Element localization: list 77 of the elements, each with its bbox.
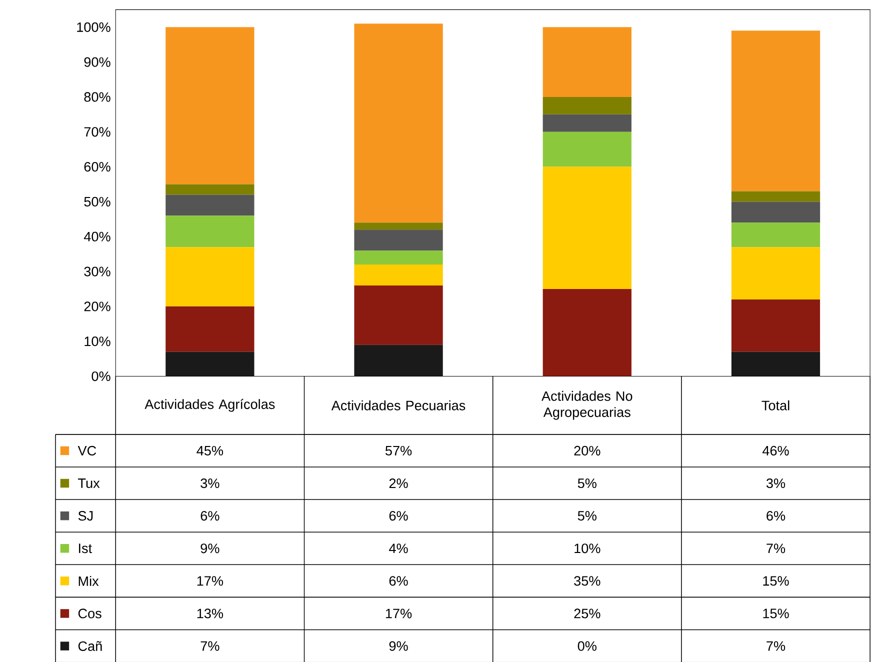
data-label: 7% (200, 641, 220, 651)
data-label: 15% (763, 576, 789, 586)
data-label: 9% (389, 641, 408, 651)
data-label: 25% (574, 608, 600, 618)
y-tick-label: 60% (84, 162, 110, 172)
bar (166, 194, 254, 216)
bar (731, 191, 820, 202)
y-tick-label: 90% (84, 57, 110, 67)
bar (166, 306, 254, 352)
bar (354, 229, 443, 250)
data-label: 7% (766, 543, 786, 553)
bar (542, 96, 632, 114)
data-label: 3% (766, 478, 786, 488)
bar (354, 24, 443, 222)
y-tick-label: 20% (84, 301, 110, 312)
x-tick-label: Total (762, 400, 790, 410)
data-label: 46% (762, 446, 789, 456)
bar (542, 114, 632, 132)
bar (542, 26, 632, 97)
y-tick-label: 0% (92, 371, 110, 381)
legend-label: Cañ (78, 640, 102, 651)
legend-label: VC (78, 446, 96, 456)
y-tick-label: 80% (84, 92, 110, 102)
data-label: 6% (389, 576, 408, 586)
data-label: 57% (386, 446, 412, 456)
data-label: 5% (578, 510, 596, 520)
data-label: 7% (766, 641, 786, 651)
data-label: 35% (574, 576, 600, 586)
x-tick-label: Actividades No Agropecuarias (542, 390, 632, 420)
bar (354, 222, 443, 230)
data-label: 10% (574, 543, 600, 554)
legend-label: Tux (78, 478, 100, 488)
data-label: 4% (389, 543, 408, 553)
y-tick-label: 50% (84, 196, 110, 206)
y-tick-label: 100% (77, 22, 110, 32)
bar (731, 352, 820, 376)
bar (354, 250, 443, 264)
bar (731, 202, 820, 222)
y-tick-label: 70% (84, 126, 110, 137)
data-label: 9% (200, 543, 220, 554)
data-label: 5% (578, 478, 596, 488)
bar (542, 288, 632, 376)
bar (166, 26, 254, 184)
bar (354, 285, 443, 345)
y-tick-label: 30% (84, 266, 110, 276)
data-label: 17% (197, 576, 224, 586)
bar (731, 30, 820, 192)
bar (542, 166, 632, 289)
bar (354, 264, 443, 286)
bar (166, 216, 254, 247)
data-label: 45% (196, 446, 224, 456)
data-label: 17% (386, 608, 412, 618)
data-label: 20% (574, 446, 600, 456)
legend-label: Mix (78, 576, 99, 586)
legend-label: Ist (79, 544, 92, 553)
bar (731, 246, 820, 300)
y-tick-label: 40% (84, 232, 110, 242)
bar (166, 352, 254, 376)
bar (166, 184, 254, 195)
bar (542, 132, 632, 167)
bar (731, 299, 820, 352)
data-label: 3% (200, 478, 220, 488)
x-tick-label: Actividades Pecuarias (331, 400, 466, 410)
data-label: 2% (389, 478, 408, 488)
data-label: 6% (200, 510, 220, 520)
data-label: 0% (578, 641, 596, 651)
data-label: 6% (389, 510, 408, 520)
bar (354, 344, 443, 376)
legend-label: Cos (78, 608, 102, 618)
legend-label: SJ (78, 510, 93, 520)
bar (166, 246, 254, 306)
x-tick-label: Actividades Agrícolas (144, 398, 275, 412)
y-tick-label: 10% (84, 336, 110, 346)
data-label: 15% (763, 608, 789, 618)
bar (731, 222, 820, 247)
data-label: 6% (766, 510, 786, 520)
data-label: 13% (197, 608, 224, 618)
